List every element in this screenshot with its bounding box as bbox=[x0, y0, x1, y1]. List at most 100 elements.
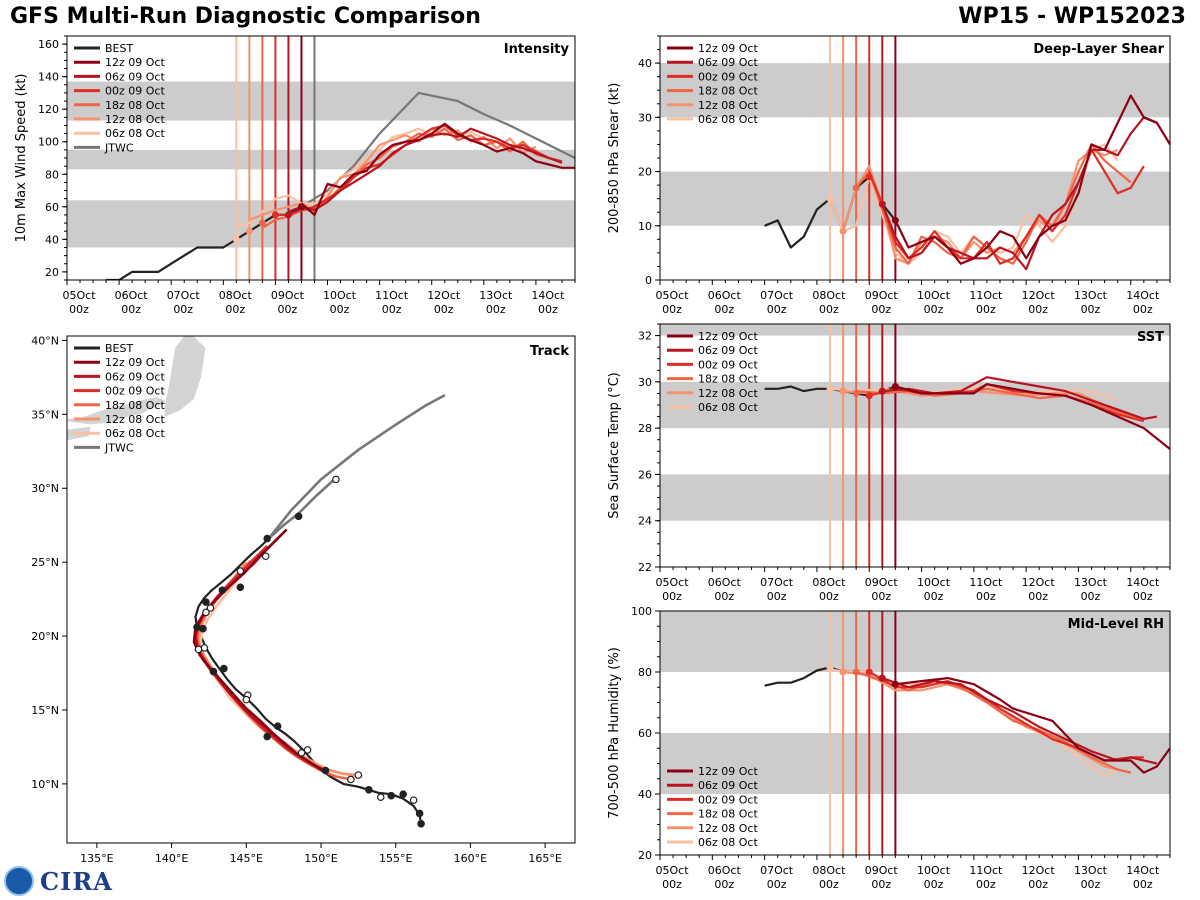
sst-xtick-label-hour: 00z bbox=[871, 590, 891, 603]
intensity-xtick-label-hour: 00z bbox=[69, 303, 89, 316]
sst-ytick-label: 30 bbox=[638, 376, 652, 389]
rh-init-marker-3 bbox=[865, 668, 873, 676]
track-marker-filled bbox=[365, 785, 373, 794]
shear-ytick-label: 20 bbox=[638, 166, 652, 179]
shear-xtick-label-hour: 00z bbox=[1133, 303, 1153, 316]
shear-xtick-label-hour: 00z bbox=[662, 303, 682, 316]
track-ytick-label: 35°N bbox=[31, 408, 59, 421]
shear-legend-label: 12z 08 Oct bbox=[698, 99, 758, 112]
intensity-ylabel: 10m Max Wind Speed (kt) bbox=[14, 74, 29, 243]
sst-legend-label: 06z 08 Oct bbox=[698, 401, 758, 414]
land-1 bbox=[163, 336, 207, 419]
sst-legend-label: 12z 09 Oct bbox=[698, 330, 758, 343]
track-marker-open bbox=[242, 695, 251, 704]
rh-init-marker-4 bbox=[878, 674, 886, 682]
sst-xtick-label-day: 09Oct bbox=[865, 576, 899, 589]
track-series-BEST bbox=[194, 537, 423, 824]
intensity-legend-label: 06z 08 Oct bbox=[105, 127, 165, 140]
intensity-ytick-label: 80 bbox=[45, 168, 59, 181]
track-legend-label: 12z 09 Oct bbox=[105, 356, 165, 369]
intensity-band-0 bbox=[67, 200, 575, 248]
intensity-legend-label: BEST bbox=[105, 42, 133, 55]
sst-series-06z-08-Oct bbox=[829, 385, 1119, 402]
intensity-series-06z-09-Oct bbox=[288, 127, 563, 213]
shear-title: Deep-Layer Shear bbox=[1033, 42, 1164, 57]
shear-init-marker-5 bbox=[891, 216, 899, 224]
track-marker-open bbox=[409, 796, 418, 804]
shear-init-marker-3 bbox=[865, 173, 873, 181]
sst-xtick-label-day: 08Oct bbox=[812, 576, 846, 589]
track-xtick-label: 140°E bbox=[155, 852, 188, 865]
shear-xtick-label-hour: 00z bbox=[871, 303, 891, 316]
shear-xtick-label-hour: 00z bbox=[819, 303, 839, 316]
track-marker-open bbox=[200, 644, 209, 652]
rh-ytick-label: 20 bbox=[638, 849, 652, 862]
sst-xtick-label-day: 07Oct bbox=[760, 576, 794, 589]
intensity-band-1 bbox=[67, 149, 575, 170]
rh-xtick-label-day: 13Oct bbox=[1074, 864, 1108, 877]
rh-xtick-label-day: 09Oct bbox=[865, 864, 899, 877]
intensity-title: Intensity bbox=[504, 42, 570, 57]
rh-series-12z-08-Oct bbox=[842, 670, 1132, 774]
track-ytick-label: 10°N bbox=[31, 778, 59, 791]
sst-title: SST bbox=[1137, 330, 1164, 345]
rh-title: Mid-Level RH bbox=[1068, 617, 1164, 632]
intensity-ytick-label: 60 bbox=[45, 201, 59, 214]
sst-series-18z-08-Oct bbox=[856, 387, 1145, 420]
intensity-xtick-label-day: 07Oct bbox=[167, 289, 201, 302]
intensity-xtick-label-hour: 00z bbox=[382, 303, 402, 316]
rh-xtick-label-hour: 00z bbox=[924, 878, 944, 891]
track-marker-filled bbox=[263, 732, 272, 741]
shear-band-1 bbox=[660, 63, 1170, 118]
shear-xtick-label-hour: 00z bbox=[714, 303, 734, 316]
sst-init-marker-4 bbox=[878, 387, 886, 395]
rh-legend-label: 06z 09 Oct bbox=[698, 779, 758, 792]
rh-init-marker-2 bbox=[852, 668, 860, 676]
shear-legend-label: 12z 09 Oct bbox=[698, 42, 758, 55]
intensity-xtick-label-day: 14Oct bbox=[531, 289, 565, 302]
shear-xtick-label-hour: 00z bbox=[1028, 303, 1048, 316]
track-marker-filled bbox=[387, 791, 396, 800]
rh-xtick-label-hour: 00z bbox=[767, 878, 787, 891]
sst-xtick-label-hour: 00z bbox=[662, 590, 682, 603]
shear-xtick-label-day: 13Oct bbox=[1074, 289, 1108, 302]
track-marker-open bbox=[236, 567, 245, 575]
intensity-legend-label: 18z 08 Oct bbox=[105, 99, 165, 112]
intensity-init-marker-0 bbox=[232, 235, 240, 243]
intensity-ytick-label: 160 bbox=[38, 38, 59, 51]
shear-legend-label: 06z 09 Oct bbox=[698, 56, 758, 69]
rh-band-1 bbox=[660, 611, 1170, 672]
track-title: Track bbox=[530, 344, 569, 359]
shear-series-group bbox=[764, 94, 1170, 271]
sst-xtick-label-hour: 00z bbox=[819, 590, 839, 603]
intensity-xtick-label-hour: 00z bbox=[434, 303, 454, 316]
rh-xtick-label-day: 14Oct bbox=[1126, 864, 1160, 877]
shear-ytick-label: 0 bbox=[645, 274, 652, 287]
track-marker-open bbox=[303, 746, 312, 754]
sst-xtick-label-hour: 00z bbox=[1081, 590, 1101, 603]
rh-xtick-label-hour: 00z bbox=[819, 878, 839, 891]
track-marker-filled bbox=[193, 623, 201, 631]
sst-xtick-label-hour: 00z bbox=[924, 590, 944, 603]
sst-init-marker-3 bbox=[865, 392, 873, 400]
sst-legend-label: 00z 09 Oct bbox=[698, 358, 758, 371]
shear-series-00z-09-Oct bbox=[868, 148, 1145, 265]
shear-series-12z-09-Oct bbox=[894, 94, 1170, 265]
rh-ytick-label: 60 bbox=[638, 727, 652, 740]
shear-init-marker-4 bbox=[878, 200, 886, 208]
intensity-init-marker-1 bbox=[245, 227, 253, 235]
track-ytick-label: 30°N bbox=[31, 482, 59, 495]
shear-series-06z-09-Oct bbox=[881, 116, 1158, 271]
track-xtick-label: 160°E bbox=[454, 852, 487, 865]
sst-legend-label: 18z 08 Oct bbox=[698, 373, 758, 386]
intensity-xtick-label-hour: 00z bbox=[330, 303, 350, 316]
sst-xtick-label-hour: 00z bbox=[1133, 590, 1153, 603]
intensity-series-12z-09-Oct bbox=[300, 122, 575, 216]
track-marker-open bbox=[261, 552, 270, 561]
rh-xtick-label-hour: 00z bbox=[714, 878, 734, 891]
shear-xtick-label-day: 10Oct bbox=[917, 289, 951, 302]
shear-xtick-label-hour: 00z bbox=[767, 303, 787, 316]
